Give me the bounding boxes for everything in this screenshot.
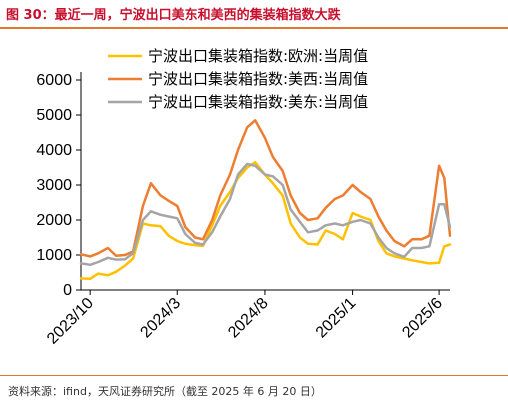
x-tick-label-4: 2025/6 bbox=[399, 295, 446, 342]
y-tick-label-5: 5000 bbox=[36, 107, 72, 124]
y-tick-label-1: 1000 bbox=[36, 247, 72, 264]
y-tick-label-2: 2000 bbox=[36, 212, 72, 229]
legend-label-2: 宁波出口集装箱指数:美东:当周值 bbox=[148, 93, 368, 111]
legend-label-0: 宁波出口集装箱指数:欧洲:当周值 bbox=[148, 47, 368, 65]
top-rule bbox=[0, 27, 508, 29]
figure-title: 图 30：最近一周，宁波出口美东和美西的集装箱指数大跌 bbox=[6, 8, 341, 23]
legend-label-1: 宁波出口集装箱指数:美西:当周值 bbox=[148, 70, 368, 88]
series-line-2 bbox=[79, 162, 452, 267]
y-tick-label-3: 3000 bbox=[36, 177, 72, 194]
line-chart: 0 1000 2000 3000 4000 5000 6000 2023/10 2024/3 20… bbox=[36, 47, 452, 348]
bottom-rule bbox=[0, 375, 508, 376]
series-line-1 bbox=[79, 119, 452, 258]
x-tick-label-3: 2025/1 bbox=[313, 295, 360, 342]
source-note: 资料来源：ifind，天风证券研究所（截至 2025 年 6 月 20 日） bbox=[8, 385, 322, 398]
y-tick-label-6: 6000 bbox=[36, 72, 72, 89]
x-tick-label-2: 2024/8 bbox=[225, 295, 272, 342]
y-tick-label-4: 4000 bbox=[36, 142, 72, 159]
x-tick-label-1: 2024/3 bbox=[137, 295, 184, 342]
series-line-0 bbox=[79, 161, 452, 281]
x-tick-label-0: 2023/10 bbox=[44, 295, 97, 348]
y-tick-label-0: 0 bbox=[63, 282, 72, 299]
